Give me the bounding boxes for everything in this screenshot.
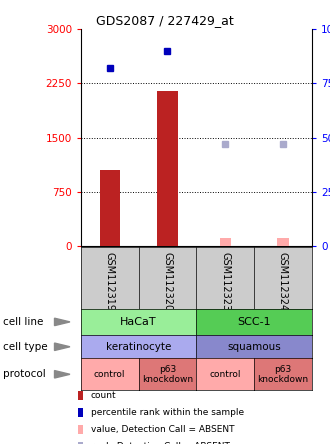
Bar [220, 238, 231, 246]
Text: GSM112323: GSM112323 [220, 252, 230, 311]
Bar [157, 91, 178, 246]
Text: GSM112324: GSM112324 [278, 252, 288, 311]
Polygon shape [54, 371, 70, 378]
Text: p63
knockdown: p63 knockdown [257, 365, 309, 384]
Text: control: control [94, 370, 125, 379]
Text: value, Detection Call = ABSENT: value, Detection Call = ABSENT [91, 425, 234, 434]
Text: GSM112320: GSM112320 [162, 252, 173, 311]
Text: GDS2087 / 227429_at: GDS2087 / 227429_at [96, 14, 234, 27]
Text: control: control [210, 370, 241, 379]
Bar [278, 238, 288, 246]
Text: cell line: cell line [3, 317, 44, 327]
Polygon shape [54, 318, 70, 325]
Text: rank, Detection Call = ABSENT: rank, Detection Call = ABSENT [91, 442, 230, 444]
Text: SCC-1: SCC-1 [237, 317, 271, 327]
Text: GSM112319: GSM112319 [105, 252, 115, 311]
Text: protocol: protocol [3, 369, 46, 379]
Text: squamous: squamous [227, 342, 281, 352]
Polygon shape [54, 343, 70, 350]
Text: cell type: cell type [3, 342, 48, 352]
Text: percentile rank within the sample: percentile rank within the sample [91, 408, 244, 417]
Text: HaCaT: HaCaT [120, 317, 157, 327]
Text: count: count [91, 391, 116, 400]
Text: p63
knockdown: p63 knockdown [142, 365, 193, 384]
Text: keratinocyte: keratinocyte [106, 342, 171, 352]
Bar [100, 170, 120, 246]
